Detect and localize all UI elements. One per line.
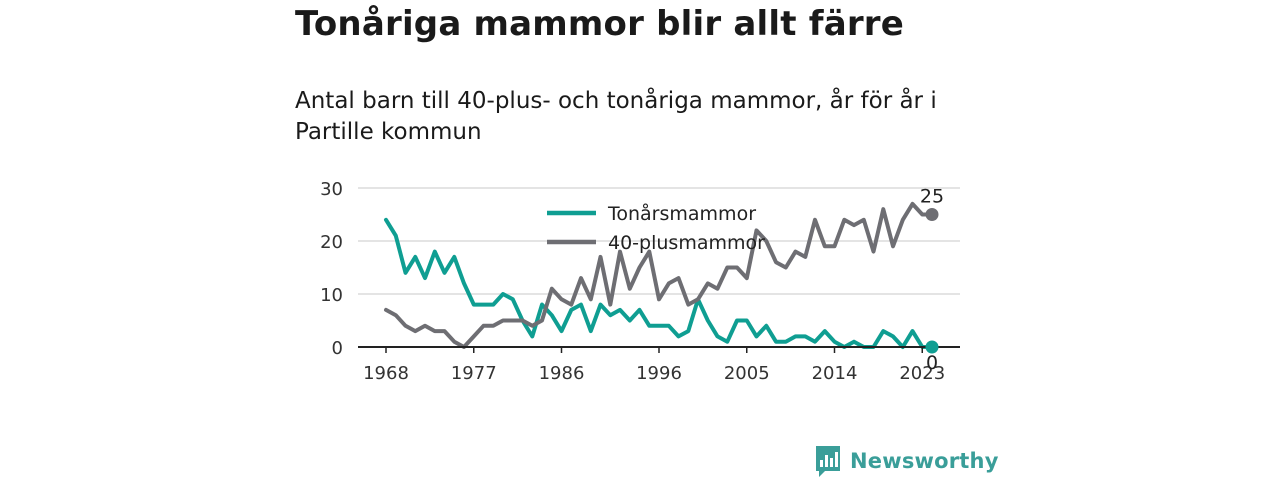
end-labels: 25 0 xyxy=(920,186,944,375)
x-tick-label: 2005 xyxy=(724,363,770,384)
y-tick-label: 30 xyxy=(320,179,343,200)
series-line xyxy=(384,201,934,349)
x-tick-label: 1996 xyxy=(636,363,682,384)
end-value-label: 0 xyxy=(926,352,938,374)
x-tick-label: 1968 xyxy=(363,363,409,384)
brand-logo: Newsworthy xyxy=(814,444,999,478)
y-tick-label: 10 xyxy=(320,285,343,306)
chart-subtitle: Antal barn till 40-plus- och tonåriga ma… xyxy=(295,88,937,145)
series-lines xyxy=(384,201,934,349)
x-axis: 1968 1977 1986 1996 2005 2014 2023 xyxy=(358,346,960,384)
legend-label: 40-plusmammor xyxy=(608,232,765,254)
y-tick-label: 20 xyxy=(320,232,343,253)
legend-label: Tonårsmammor xyxy=(607,202,756,225)
end-point-marker xyxy=(925,208,939,221)
y-tick-label: 0 xyxy=(332,338,343,359)
x-tick-label: 2014 xyxy=(812,363,858,384)
end-point-marker xyxy=(925,340,939,354)
x-tick-label: 1977 xyxy=(451,363,497,384)
y-tick-labels: 0 10 20 30 xyxy=(320,179,343,359)
chart-title: Tonåriga mammor blir allt färre xyxy=(295,4,905,44)
series-line xyxy=(384,217,934,349)
legend: Tonårsmammor 40-plusmammor xyxy=(547,202,765,254)
brand-name: Newsworthy xyxy=(850,449,999,473)
end-value-label: 25 xyxy=(920,186,944,208)
x-tick-label: 2023 xyxy=(899,363,945,384)
x-tick-label: 1986 xyxy=(539,363,585,384)
newsworthy-logo-icon xyxy=(816,446,840,477)
